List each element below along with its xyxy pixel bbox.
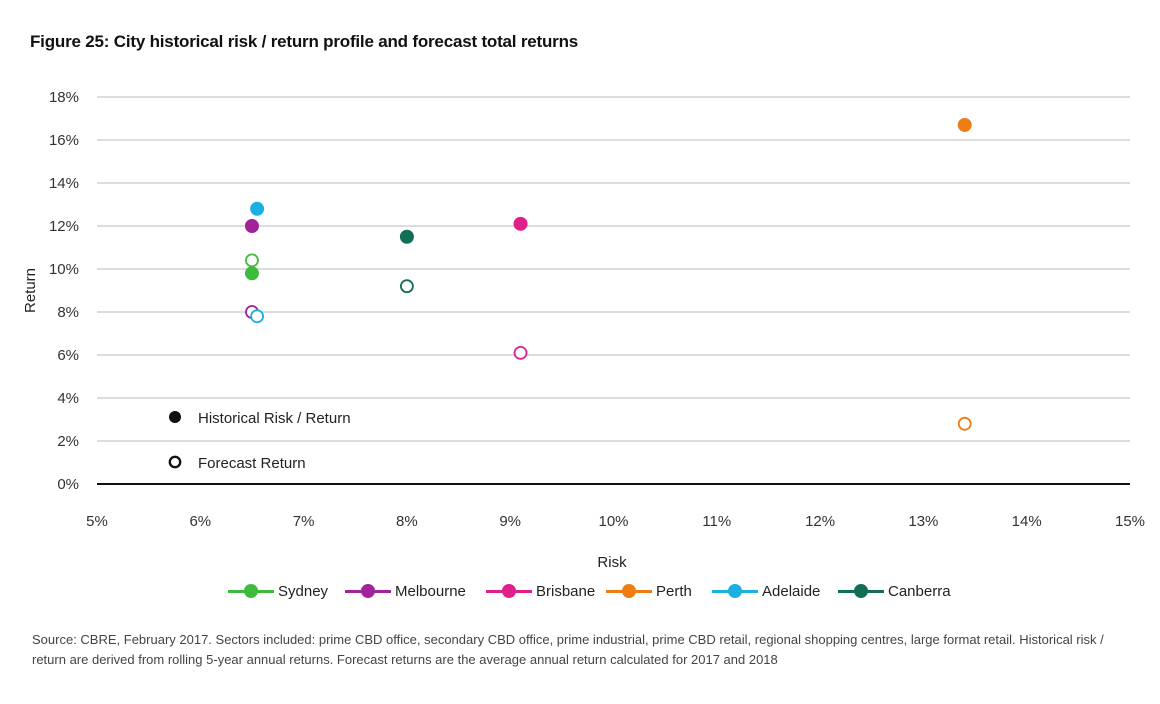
- legend-swatch-brisbane: [486, 575, 532, 607]
- melbourne-historical-point: [244, 219, 259, 233]
- gridlines: [97, 96, 1130, 442]
- y-tick-label: 8%: [57, 304, 79, 321]
- legend-item-perth: Perth: [606, 575, 692, 607]
- x-tick-label: 7%: [293, 513, 315, 530]
- perth-historical-point: [957, 117, 972, 132]
- x-tick-label: 12%: [805, 513, 835, 530]
- x-axis-title: Risk: [597, 554, 627, 571]
- canberra-forecast-point: [399, 279, 414, 294]
- legend-label-sydney: Sydney: [278, 582, 329, 600]
- forecast-marker-label: Forecast Return: [198, 455, 306, 472]
- y-tick-label: 10%: [49, 261, 79, 278]
- historical-marker-icon: [169, 411, 181, 423]
- legend-item-melbourne: Melbourne: [345, 575, 466, 607]
- historical-marker-label: Historical Risk / Return: [198, 410, 351, 427]
- data-points: [244, 117, 972, 431]
- legend-item-adelaide: Adelaide: [712, 575, 820, 607]
- legend-label-perth: Perth: [656, 582, 692, 600]
- x-tick-label: 5%: [86, 513, 108, 530]
- x-tick-label: 9%: [499, 513, 521, 530]
- legend-label-brisbane: Brisbane: [536, 582, 596, 600]
- x-tick-label: 10%: [598, 513, 628, 530]
- legend-item-sydney: Sydney: [228, 575, 328, 607]
- axes: 0% 2% 4% 6% 8% 10% 12% 14% 16% 18% 5% 6% 7% 8% 9% 10% 11…: [22, 89, 1145, 571]
- x-tick-label: 8%: [396, 513, 418, 530]
- forecast-marker-icon: [168, 455, 182, 469]
- legend-swatch-sydney: [228, 575, 274, 607]
- y-tick-label: 0%: [57, 476, 79, 493]
- chart-title: Figure 25: City historical risk / return…: [30, 32, 579, 51]
- adelaide-forecast-point: [250, 309, 265, 324]
- canberra-historical-point: [399, 229, 414, 244]
- legend-swatch-adelaide: [712, 575, 758, 607]
- brisbane-historical-point: [513, 216, 528, 231]
- legend-label-canberra: Canberra: [888, 582, 951, 600]
- legend-swatch-melbourne: [345, 575, 391, 607]
- series-legend: Sydney Melbourne Brisbane Perth Adelaide Canb…: [0, 575, 1160, 607]
- y-tick-label: 16%: [49, 132, 79, 149]
- y-tick-label: 2%: [57, 433, 79, 450]
- x-tick-label: 15%: [1115, 513, 1145, 530]
- legend-swatch-canberra: [838, 575, 884, 607]
- y-tick-label: 12%: [49, 218, 79, 235]
- sydney-forecast-point: [245, 253, 259, 268]
- marker-legend: Historical Risk / Return Forecast Return: [168, 410, 351, 472]
- y-tick-label: 6%: [57, 347, 79, 364]
- brisbane-forecast-point: [513, 345, 528, 360]
- sydney-historical-point: [244, 266, 259, 281]
- source-note: Source: CBRE, February 2017. Sectors inc…: [32, 632, 1104, 667]
- y-axis-title: Return: [22, 268, 39, 313]
- legend-swatch-perth: [606, 575, 652, 607]
- legend-item-brisbane: Brisbane: [486, 575, 595, 607]
- x-tick-label: 14%: [1012, 513, 1042, 530]
- x-tick-label: 13%: [908, 513, 938, 530]
- legend-label-adelaide: Adelaide: [762, 582, 821, 600]
- y-tick-label: 4%: [57, 390, 79, 407]
- x-tick-label: 11%: [702, 513, 731, 530]
- y-tick-label: 14%: [49, 175, 79, 192]
- x-tick-label: 6%: [189, 513, 211, 530]
- y-tick-label: 18%: [49, 89, 79, 106]
- legend-label-melbourne: Melbourne: [395, 582, 466, 600]
- adelaide-historical-point: [250, 201, 265, 216]
- legend-item-canberra: Canberra: [838, 575, 951, 607]
- perth-forecast-point: [957, 416, 972, 431]
